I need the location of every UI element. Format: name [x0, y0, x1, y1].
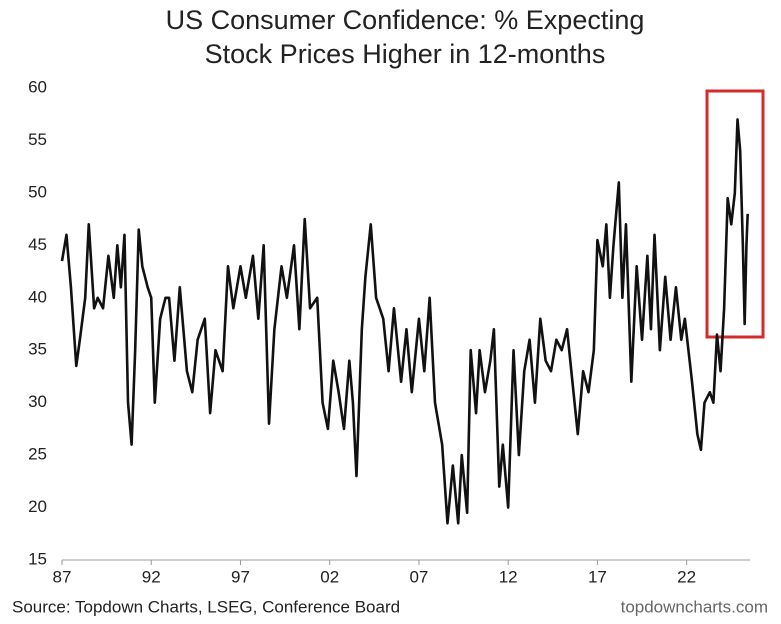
- data-line: [60, 118, 749, 525]
- chart-subtitle: Stock Prices Higher in 12-months: [205, 39, 606, 69]
- y-tick-label: 20: [28, 497, 47, 516]
- y-tick-label: 50: [28, 182, 47, 201]
- y-tick-label: 40: [28, 287, 47, 306]
- watermark: topdowncharts.com: [621, 597, 768, 616]
- y-tick-label: 35: [28, 340, 47, 359]
- x-tick-label: 17: [588, 567, 607, 586]
- y-tick-label: 25: [28, 445, 47, 464]
- x-tick-label: 87: [53, 567, 72, 586]
- y-tick-label: 55: [28, 130, 47, 149]
- x-tick-label: 92: [142, 567, 161, 586]
- chart-title: US Consumer Confidence: % Expecting: [166, 5, 645, 35]
- source-note: Source: Topdown Charts, LSEG, Conference…: [12, 597, 400, 616]
- highlight-box: [705, 89, 765, 339]
- x-tick-label: 97: [231, 567, 250, 586]
- x-tick-label: 07: [409, 567, 428, 586]
- y-tick-label: 60: [28, 77, 47, 96]
- y-tick-label: 45: [28, 235, 47, 254]
- x-tick-label: 12: [499, 567, 518, 586]
- x-tick-label: 22: [677, 567, 696, 586]
- y-tick-label: 15: [28, 549, 47, 568]
- y-tick-label: 30: [28, 392, 47, 411]
- x-tick-label: 02: [320, 567, 339, 586]
